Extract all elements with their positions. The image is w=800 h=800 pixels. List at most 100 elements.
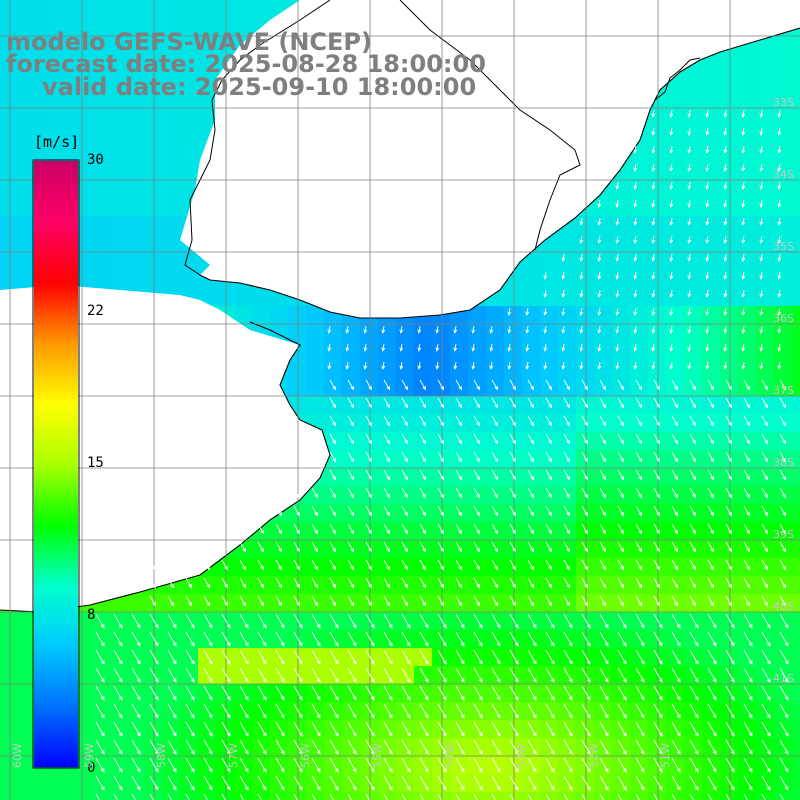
wind-speed-cell (720, 486, 738, 504)
wind-arrow (761, 757, 771, 773)
wind-speed-cell (126, 0, 144, 18)
arrow-shaft (689, 379, 696, 390)
wind-speed-cell (738, 270, 756, 288)
wind-arrow (455, 775, 465, 791)
arrow-shaft (329, 541, 336, 552)
arrow-head (352, 678, 357, 683)
arrow-head (388, 750, 393, 755)
arrow-shaft (527, 451, 534, 462)
arrow-shaft (671, 577, 678, 588)
wind-arrow (419, 613, 429, 629)
arrow-shaft (239, 613, 249, 629)
wind-speed-cell (36, 126, 54, 144)
wind-speed-cell (666, 288, 684, 306)
arrow-shaft (437, 613, 447, 629)
arrow-shaft (617, 613, 627, 629)
wind-arrow (617, 613, 627, 629)
arrow-shaft (761, 667, 771, 683)
arrow-head (314, 584, 319, 589)
wind-speed-cell (0, 180, 18, 198)
arrow-shaft (653, 757, 663, 773)
wind-speed-cell (126, 612, 144, 630)
arrow-head (388, 732, 393, 737)
arrow-shaft (671, 757, 681, 773)
arrow-shaft (203, 757, 213, 773)
arrow-head (723, 113, 728, 118)
wind-arrow (599, 649, 609, 665)
wind-arrow (417, 343, 422, 352)
arrow-shaft (383, 775, 393, 791)
wind-speed-cell (504, 396, 522, 414)
wind-arrow (705, 307, 710, 316)
arrow-head (422, 386, 427, 391)
wind-speed-cell (108, 648, 126, 666)
wind-arrow (491, 667, 501, 683)
arrow-shaft (311, 739, 321, 755)
arrow-head (476, 440, 481, 445)
wind-speed-cell (594, 522, 612, 540)
arrow-shaft (401, 487, 408, 498)
arrow-head (368, 440, 373, 445)
arrow-head (561, 293, 566, 298)
wind-arrow (453, 325, 458, 334)
arrow-head (242, 512, 247, 517)
wind-speed-cell (18, 774, 36, 792)
wind-arrow (383, 595, 391, 607)
arrow-head (782, 530, 787, 535)
arrow-head (350, 512, 355, 517)
arrow-shaft (653, 541, 660, 552)
arrow-shaft (455, 451, 462, 462)
arrow-shaft (329, 469, 336, 480)
arrow-head (759, 329, 764, 334)
wind-speed-cell (720, 630, 738, 648)
arrow-head (782, 512, 787, 517)
wind-speed-cell (720, 792, 738, 800)
arrow-head (728, 512, 733, 517)
wind-speed-cell (468, 576, 486, 594)
arrow-head (710, 386, 715, 391)
wind-speed-cell (90, 0, 108, 18)
wind-arrow (563, 685, 573, 701)
wind-speed-cell (666, 630, 684, 648)
wind-speed-cell (756, 270, 774, 288)
wind-speed-cell (342, 396, 360, 414)
arrow-head (687, 113, 692, 118)
arrow-head (651, 113, 656, 118)
arrow-shaft (743, 379, 750, 390)
wind-arrow (689, 541, 697, 553)
wind-arrow (95, 631, 105, 647)
wind-arrow (615, 325, 620, 334)
wind-speed-cell (522, 684, 540, 702)
wind-speed-cell (792, 432, 800, 450)
wind-speed-cell (684, 630, 702, 648)
wind-arrow (545, 559, 553, 571)
arrow-shaft (671, 433, 678, 444)
arrow-shaft (688, 253, 691, 261)
arrow-shaft (689, 613, 699, 629)
arrow-shaft (257, 757, 267, 773)
arrow-head (100, 624, 105, 629)
wind-speed-cell (18, 612, 36, 630)
arrow-shaft (95, 685, 105, 701)
arrow-head (741, 167, 746, 172)
arrow-head (766, 714, 771, 719)
wind-arrow (705, 325, 710, 334)
arrow-head (476, 458, 481, 463)
arrow-head (332, 476, 337, 481)
wind-speed-cell (0, 756, 18, 774)
arrow-head (723, 329, 728, 334)
wind-speed-cell (90, 144, 108, 162)
arrow-shaft (365, 433, 372, 444)
wind-arrow (95, 739, 105, 755)
wind-arrow (779, 433, 787, 445)
arrow-head (404, 476, 409, 481)
wind-arrow (725, 433, 733, 445)
wind-speed-cell (702, 684, 720, 702)
arrow-head (280, 678, 285, 683)
arrow-head (154, 624, 159, 629)
arrow-shaft (581, 487, 588, 498)
arrow-head (172, 786, 177, 791)
wind-arrow (581, 721, 591, 737)
wind-arrow (239, 667, 249, 683)
wind-speed-cell (0, 216, 18, 234)
